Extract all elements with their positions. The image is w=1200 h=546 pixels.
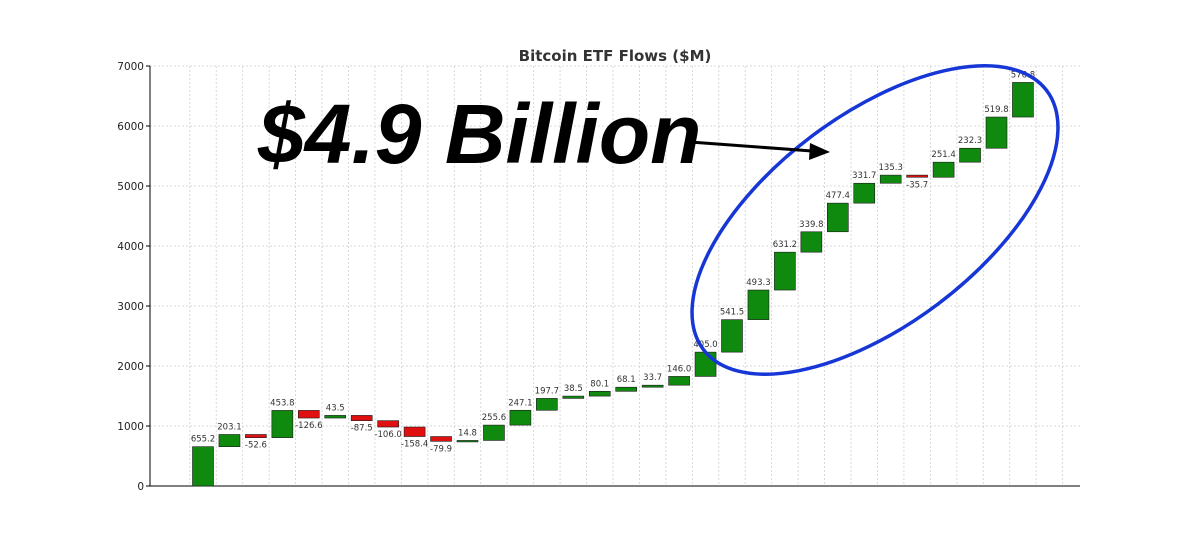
highlight-ellipse	[690, 64, 1060, 376]
waterfall-bar	[297, 410, 320, 419]
y-tick-label: 0	[137, 481, 144, 493]
waterfall-bar	[826, 202, 849, 233]
waterfall-bar	[509, 409, 532, 426]
annotation: $4.9 Billion	[257, 64, 1060, 376]
waterfall-bar	[536, 398, 558, 411]
data-label: 255.6	[482, 413, 506, 423]
data-label: -79.9	[430, 444, 452, 454]
waterfall-bar	[218, 434, 241, 447]
waterfall-bar	[271, 410, 294, 438]
data-label: 80.1	[590, 379, 609, 389]
data-label: 519.8	[984, 105, 1008, 115]
arrow-shaft	[689, 140, 813, 153]
waterfall-bar	[774, 251, 796, 291]
data-label: 655.2	[191, 435, 215, 445]
waterfall-bar	[245, 434, 267, 438]
data-label: 203.1	[217, 423, 241, 433]
waterfall-bar	[483, 424, 505, 441]
data-label: 247.1	[508, 398, 532, 408]
waterfall-bar	[377, 420, 399, 428]
y-tick-label: 6000	[117, 121, 144, 133]
data-label: -35.7	[906, 180, 928, 190]
data-label: 493.3	[746, 278, 770, 288]
waterfall-bar	[932, 161, 955, 178]
waterfall-bar	[324, 415, 347, 419]
waterfall-bar	[456, 440, 479, 443]
waterfall-bar	[192, 446, 214, 487]
waterfall-bar	[985, 116, 1008, 149]
data-label: 197.7	[535, 386, 559, 396]
data-label: 232.3	[958, 136, 982, 146]
data-label: 251.4	[931, 150, 955, 160]
data-label: 405.0	[693, 340, 717, 350]
data-label: 68.1	[617, 375, 636, 385]
data-label: 135.3	[879, 163, 903, 173]
data-label: 453.8	[270, 398, 294, 408]
waterfall-bar	[800, 231, 823, 253]
data-label: -87.5	[351, 424, 373, 434]
waterfall-bar	[668, 376, 690, 386]
waterfall-bar	[879, 174, 902, 184]
data-label: 631.2	[773, 240, 797, 250]
data-label: 14.8	[458, 428, 477, 438]
y-tick-label: 3000	[117, 301, 144, 313]
waterfall-bar	[403, 426, 426, 437]
y-tick-label: 5000	[117, 181, 144, 193]
waterfall-bar	[1012, 82, 1034, 118]
data-label: -52.6	[245, 441, 267, 451]
waterfall-bar	[588, 390, 611, 397]
data-label: 43.5	[326, 403, 345, 413]
waterfall-bar	[721, 319, 743, 353]
waterfall-bar	[641, 384, 664, 388]
waterfall-bar	[853, 182, 876, 204]
data-label: -158.4	[401, 440, 428, 450]
waterfall-bar	[350, 415, 373, 421]
waterfall-bar	[906, 174, 928, 178]
axes: 0 1000 2000 3000 4000 5000 6000 7000	[117, 61, 1080, 493]
bars	[192, 82, 1034, 487]
data-label: 541.5	[720, 308, 744, 318]
headline-amount: $4.9 Billion	[257, 87, 701, 181]
data-label: -126.6	[295, 421, 322, 431]
waterfall-bar	[562, 395, 585, 399]
y-tick-label: 2000	[117, 361, 144, 373]
data-label: 33.7	[643, 373, 662, 383]
y-tick-label: 1000	[117, 421, 144, 433]
waterfall-bar	[959, 147, 981, 163]
waterfall-bar	[694, 351, 717, 377]
data-label: 38.5	[564, 384, 583, 394]
data-label: 576.8	[1011, 70, 1035, 80]
data-label: 339.8	[799, 220, 823, 230]
waterfall-bar	[615, 386, 638, 392]
y-tick-label: 7000	[117, 61, 144, 73]
data-label: -106.0	[374, 430, 401, 440]
y-tick-label: 4000	[117, 241, 144, 253]
data-label: 331.7	[852, 171, 876, 181]
data-label: 146.0	[667, 364, 691, 374]
waterfall-bar	[430, 436, 452, 442]
chart-title: Bitcoin ETF Flows ($M)	[519, 47, 712, 65]
data-label: 477.4	[826, 191, 850, 201]
gridlines	[150, 65, 1080, 487]
waterfall-bar	[747, 289, 770, 320]
arrow-head	[809, 143, 830, 160]
